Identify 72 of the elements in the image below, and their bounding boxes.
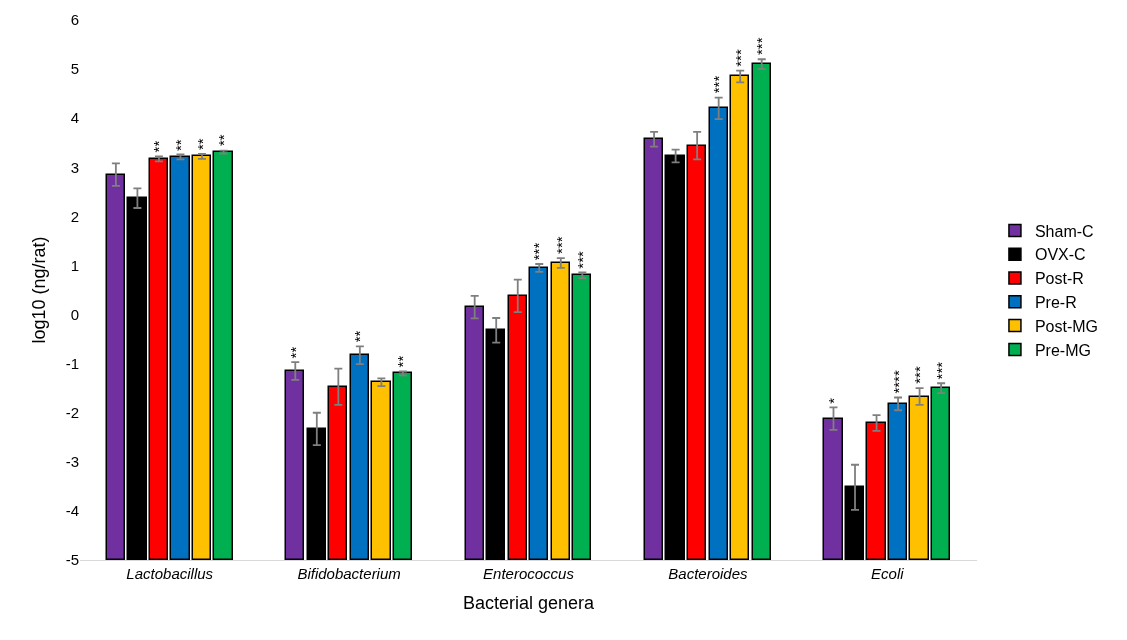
y-tick-label: 3 <box>70 158 79 176</box>
bar <box>464 305 484 560</box>
data-label: **** <box>889 370 907 394</box>
x-tick-label: Bifidobacterium <box>297 565 401 582</box>
bar <box>822 417 843 560</box>
legend-label: Pre-MG <box>1034 341 1091 359</box>
legend-label: Sham-C <box>1034 222 1094 240</box>
x-tick-label: Bacteroides <box>668 565 748 582</box>
bar <box>887 402 907 560</box>
bar <box>126 196 147 560</box>
bar <box>105 173 125 560</box>
data-label: *** <box>573 250 591 269</box>
bar <box>327 385 347 560</box>
bar <box>930 386 950 560</box>
bar <box>370 380 391 560</box>
bar <box>664 154 685 560</box>
bar <box>191 154 211 560</box>
data-label: *** <box>710 75 728 94</box>
y-tick-label: 6 <box>70 11 79 29</box>
bar <box>148 157 168 560</box>
y-tick-label: 2 <box>70 207 79 225</box>
bar <box>284 369 304 560</box>
bar <box>908 395 929 560</box>
y-tick-label: 4 <box>70 109 79 127</box>
bar <box>349 353 369 560</box>
legend-label: Post-MG <box>1034 317 1099 335</box>
data-label: *** <box>731 49 749 67</box>
x-tick-label: Ecoli <box>871 565 905 582</box>
legend-label: Post-R <box>1034 270 1084 288</box>
bar <box>751 62 771 560</box>
y-tick-label: -3 <box>65 453 79 471</box>
bar <box>485 328 505 560</box>
bar <box>528 266 548 560</box>
data-label: ** <box>394 355 412 368</box>
y-tick-label: 1 <box>70 256 79 274</box>
data-label: ** <box>351 330 369 343</box>
bar <box>306 427 326 560</box>
bar <box>844 485 864 560</box>
legend-label: Pre-R <box>1034 294 1077 312</box>
data-label: *** <box>552 236 570 254</box>
data-label: ** <box>150 140 168 153</box>
data-label: ** <box>214 134 232 147</box>
bar <box>392 371 412 560</box>
y-tick-label: 0 <box>70 305 79 323</box>
data-label: *** <box>932 361 950 380</box>
x-tick-label: Lactobacillus <box>126 565 214 582</box>
bar <box>550 261 570 560</box>
bar <box>729 74 749 560</box>
bar <box>169 155 190 560</box>
y-tick-label: -4 <box>65 502 79 520</box>
x-tick-label: Enterococcus <box>483 565 575 582</box>
data-label: *** <box>530 242 548 261</box>
y-tick-label: -5 <box>65 551 79 569</box>
data-label: ** <box>171 139 189 151</box>
bar <box>643 137 663 560</box>
bar <box>865 421 886 560</box>
bar <box>212 150 233 560</box>
data-label: ** <box>287 346 305 359</box>
data-label: ** <box>193 138 211 151</box>
data-label: *** <box>753 37 771 55</box>
bar <box>708 106 728 560</box>
y-tick-label: -1 <box>65 354 79 372</box>
x-axis-title: Bacterial genera <box>462 593 596 614</box>
data-label: * <box>825 397 843 404</box>
y-tick-label: 5 <box>70 60 79 78</box>
bar <box>507 294 527 560</box>
bar <box>686 144 706 560</box>
data-label: *** <box>911 366 929 384</box>
bar <box>571 273 591 560</box>
y-tick-label: -2 <box>65 403 79 421</box>
legend-label: OVX-C <box>1034 246 1086 264</box>
y-axis-title: log10 (ng/rat) <box>28 236 49 344</box>
